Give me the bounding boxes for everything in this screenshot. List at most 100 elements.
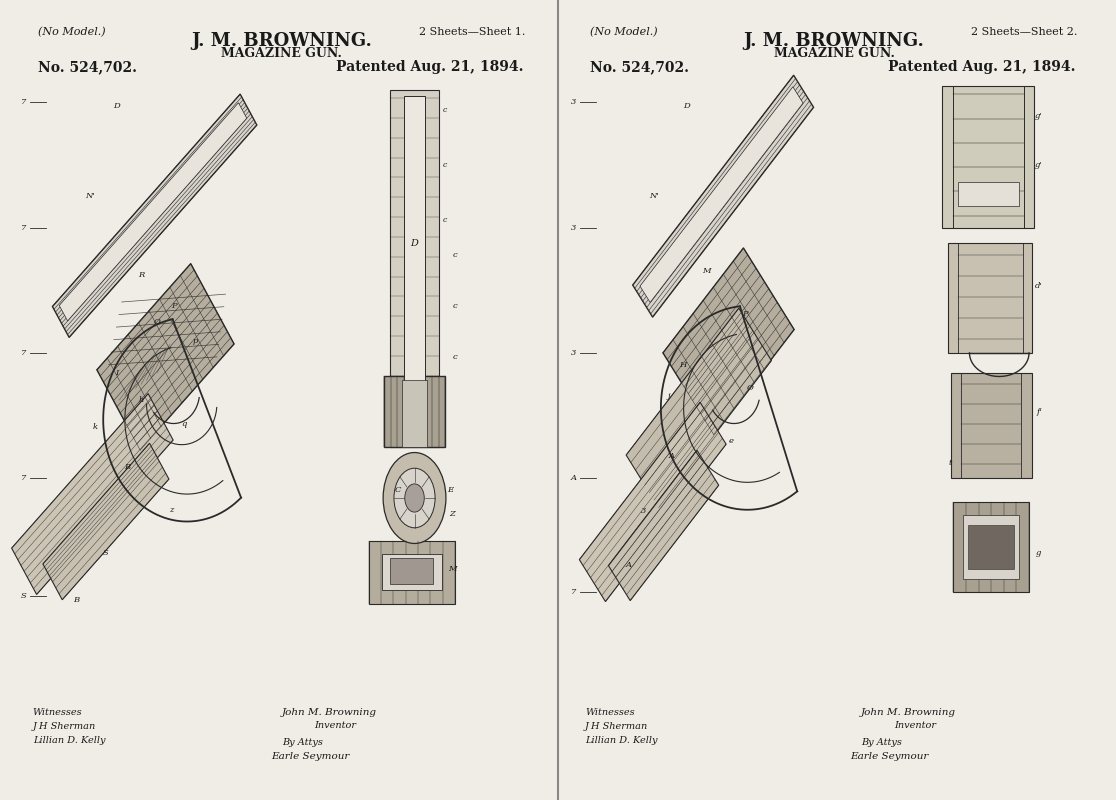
Text: Patented Aug. 21, 1894.: Patented Aug. 21, 1894. [336, 60, 523, 74]
Text: 3: 3 [571, 98, 576, 106]
Text: O: O [154, 318, 161, 326]
Text: N': N' [85, 192, 95, 200]
Text: By Attys: By Attys [862, 738, 902, 747]
Polygon shape [633, 75, 814, 317]
Text: J. M. BROWNING.: J. M. BROWNING. [743, 32, 924, 50]
Text: M: M [449, 565, 456, 573]
Text: M: M [703, 266, 711, 274]
Text: John M. Browning: John M. Browning [282, 708, 377, 717]
Text: g': g' [1035, 161, 1042, 169]
Text: q: q [182, 419, 187, 427]
Text: P: P [171, 302, 176, 310]
Text: p: p [193, 338, 198, 346]
Text: k: k [93, 423, 97, 431]
Text: S: S [103, 549, 108, 557]
Text: D: D [114, 102, 121, 110]
Text: A: A [668, 453, 675, 461]
Text: t: t [949, 458, 952, 466]
Text: z: z [169, 506, 173, 514]
Polygon shape [942, 86, 1035, 227]
Polygon shape [951, 373, 1032, 478]
Text: (No Model.): (No Model.) [38, 27, 106, 38]
Polygon shape [626, 308, 771, 507]
Text: h: h [138, 396, 144, 404]
Text: (No Model.): (No Model.) [590, 27, 658, 38]
Text: g: g [1036, 549, 1041, 557]
Polygon shape [579, 402, 727, 602]
Text: Inventor: Inventor [315, 722, 356, 730]
Polygon shape [969, 526, 1013, 569]
Text: Earle Seymour: Earle Seymour [271, 752, 349, 761]
Text: A: A [570, 474, 576, 482]
Text: e: e [729, 437, 733, 445]
Text: 2 Sheets—Sheet 2.: 2 Sheets—Sheet 2. [971, 27, 1078, 38]
Text: S: S [20, 592, 27, 600]
Polygon shape [384, 377, 445, 447]
Text: A: A [625, 561, 632, 569]
Text: D: D [411, 238, 418, 248]
Text: I: I [115, 369, 118, 377]
Text: c: c [453, 251, 458, 259]
Circle shape [405, 484, 424, 512]
Text: 7: 7 [21, 223, 27, 231]
Text: Earle Seymour: Earle Seymour [850, 752, 929, 761]
Text: g': g' [1035, 112, 1042, 120]
Polygon shape [947, 243, 1032, 353]
Circle shape [383, 453, 446, 543]
Text: 7: 7 [571, 588, 576, 596]
Polygon shape [382, 554, 442, 590]
Text: B: B [125, 462, 131, 470]
Text: Patented Aug. 21, 1894.: Patented Aug. 21, 1894. [888, 60, 1076, 74]
Polygon shape [11, 394, 173, 594]
Text: By Attys: By Attys [282, 738, 323, 747]
Polygon shape [958, 182, 1019, 206]
Polygon shape [953, 502, 1029, 592]
Text: c: c [442, 216, 446, 224]
Polygon shape [368, 541, 455, 604]
Text: R: R [138, 270, 144, 278]
Polygon shape [963, 515, 1019, 578]
Polygon shape [97, 264, 234, 450]
Text: f': f' [1036, 408, 1041, 416]
Text: O: O [747, 384, 753, 392]
Text: Inventor: Inventor [894, 722, 935, 730]
Text: j: j [667, 392, 671, 400]
Text: c: c [442, 106, 446, 114]
Text: John M. Browning: John M. Browning [862, 708, 956, 717]
Text: J H Sherman: J H Sherman [32, 722, 96, 731]
Polygon shape [663, 248, 795, 434]
Text: H: H [679, 361, 686, 369]
Text: N': N' [650, 192, 660, 200]
Text: Witnesses: Witnesses [32, 708, 83, 717]
Polygon shape [391, 558, 433, 584]
Text: P: P [742, 310, 748, 318]
Text: 3: 3 [571, 349, 576, 357]
Text: D: D [683, 102, 690, 110]
Text: 3: 3 [571, 223, 576, 231]
Polygon shape [42, 443, 169, 600]
Text: Lillian D. Kelly: Lillian D. Kelly [585, 736, 657, 746]
Text: 2 Sheets—Sheet 1.: 2 Sheets—Sheet 1. [420, 27, 526, 38]
Circle shape [394, 468, 435, 528]
Text: MAGAZINE GUN.: MAGAZINE GUN. [221, 47, 343, 60]
Text: 7: 7 [21, 349, 27, 357]
Polygon shape [608, 450, 719, 601]
Text: C: C [395, 486, 402, 494]
Text: B: B [73, 596, 79, 604]
Text: 3: 3 [641, 507, 646, 515]
Polygon shape [52, 94, 257, 338]
Text: No. 524,702.: No. 524,702. [590, 60, 690, 74]
Polygon shape [404, 96, 425, 384]
Text: c: c [453, 353, 458, 361]
Polygon shape [391, 90, 439, 447]
Text: d': d' [1035, 282, 1042, 290]
Polygon shape [402, 380, 427, 447]
Polygon shape [639, 86, 804, 302]
Text: 7: 7 [21, 474, 27, 482]
Text: J H Sherman: J H Sherman [585, 722, 648, 731]
Text: Lillian D. Kelly: Lillian D. Kelly [32, 736, 105, 746]
Text: 7: 7 [21, 98, 27, 106]
Text: E: E [446, 486, 453, 494]
Text: Z: Z [450, 510, 455, 518]
Polygon shape [59, 102, 247, 321]
